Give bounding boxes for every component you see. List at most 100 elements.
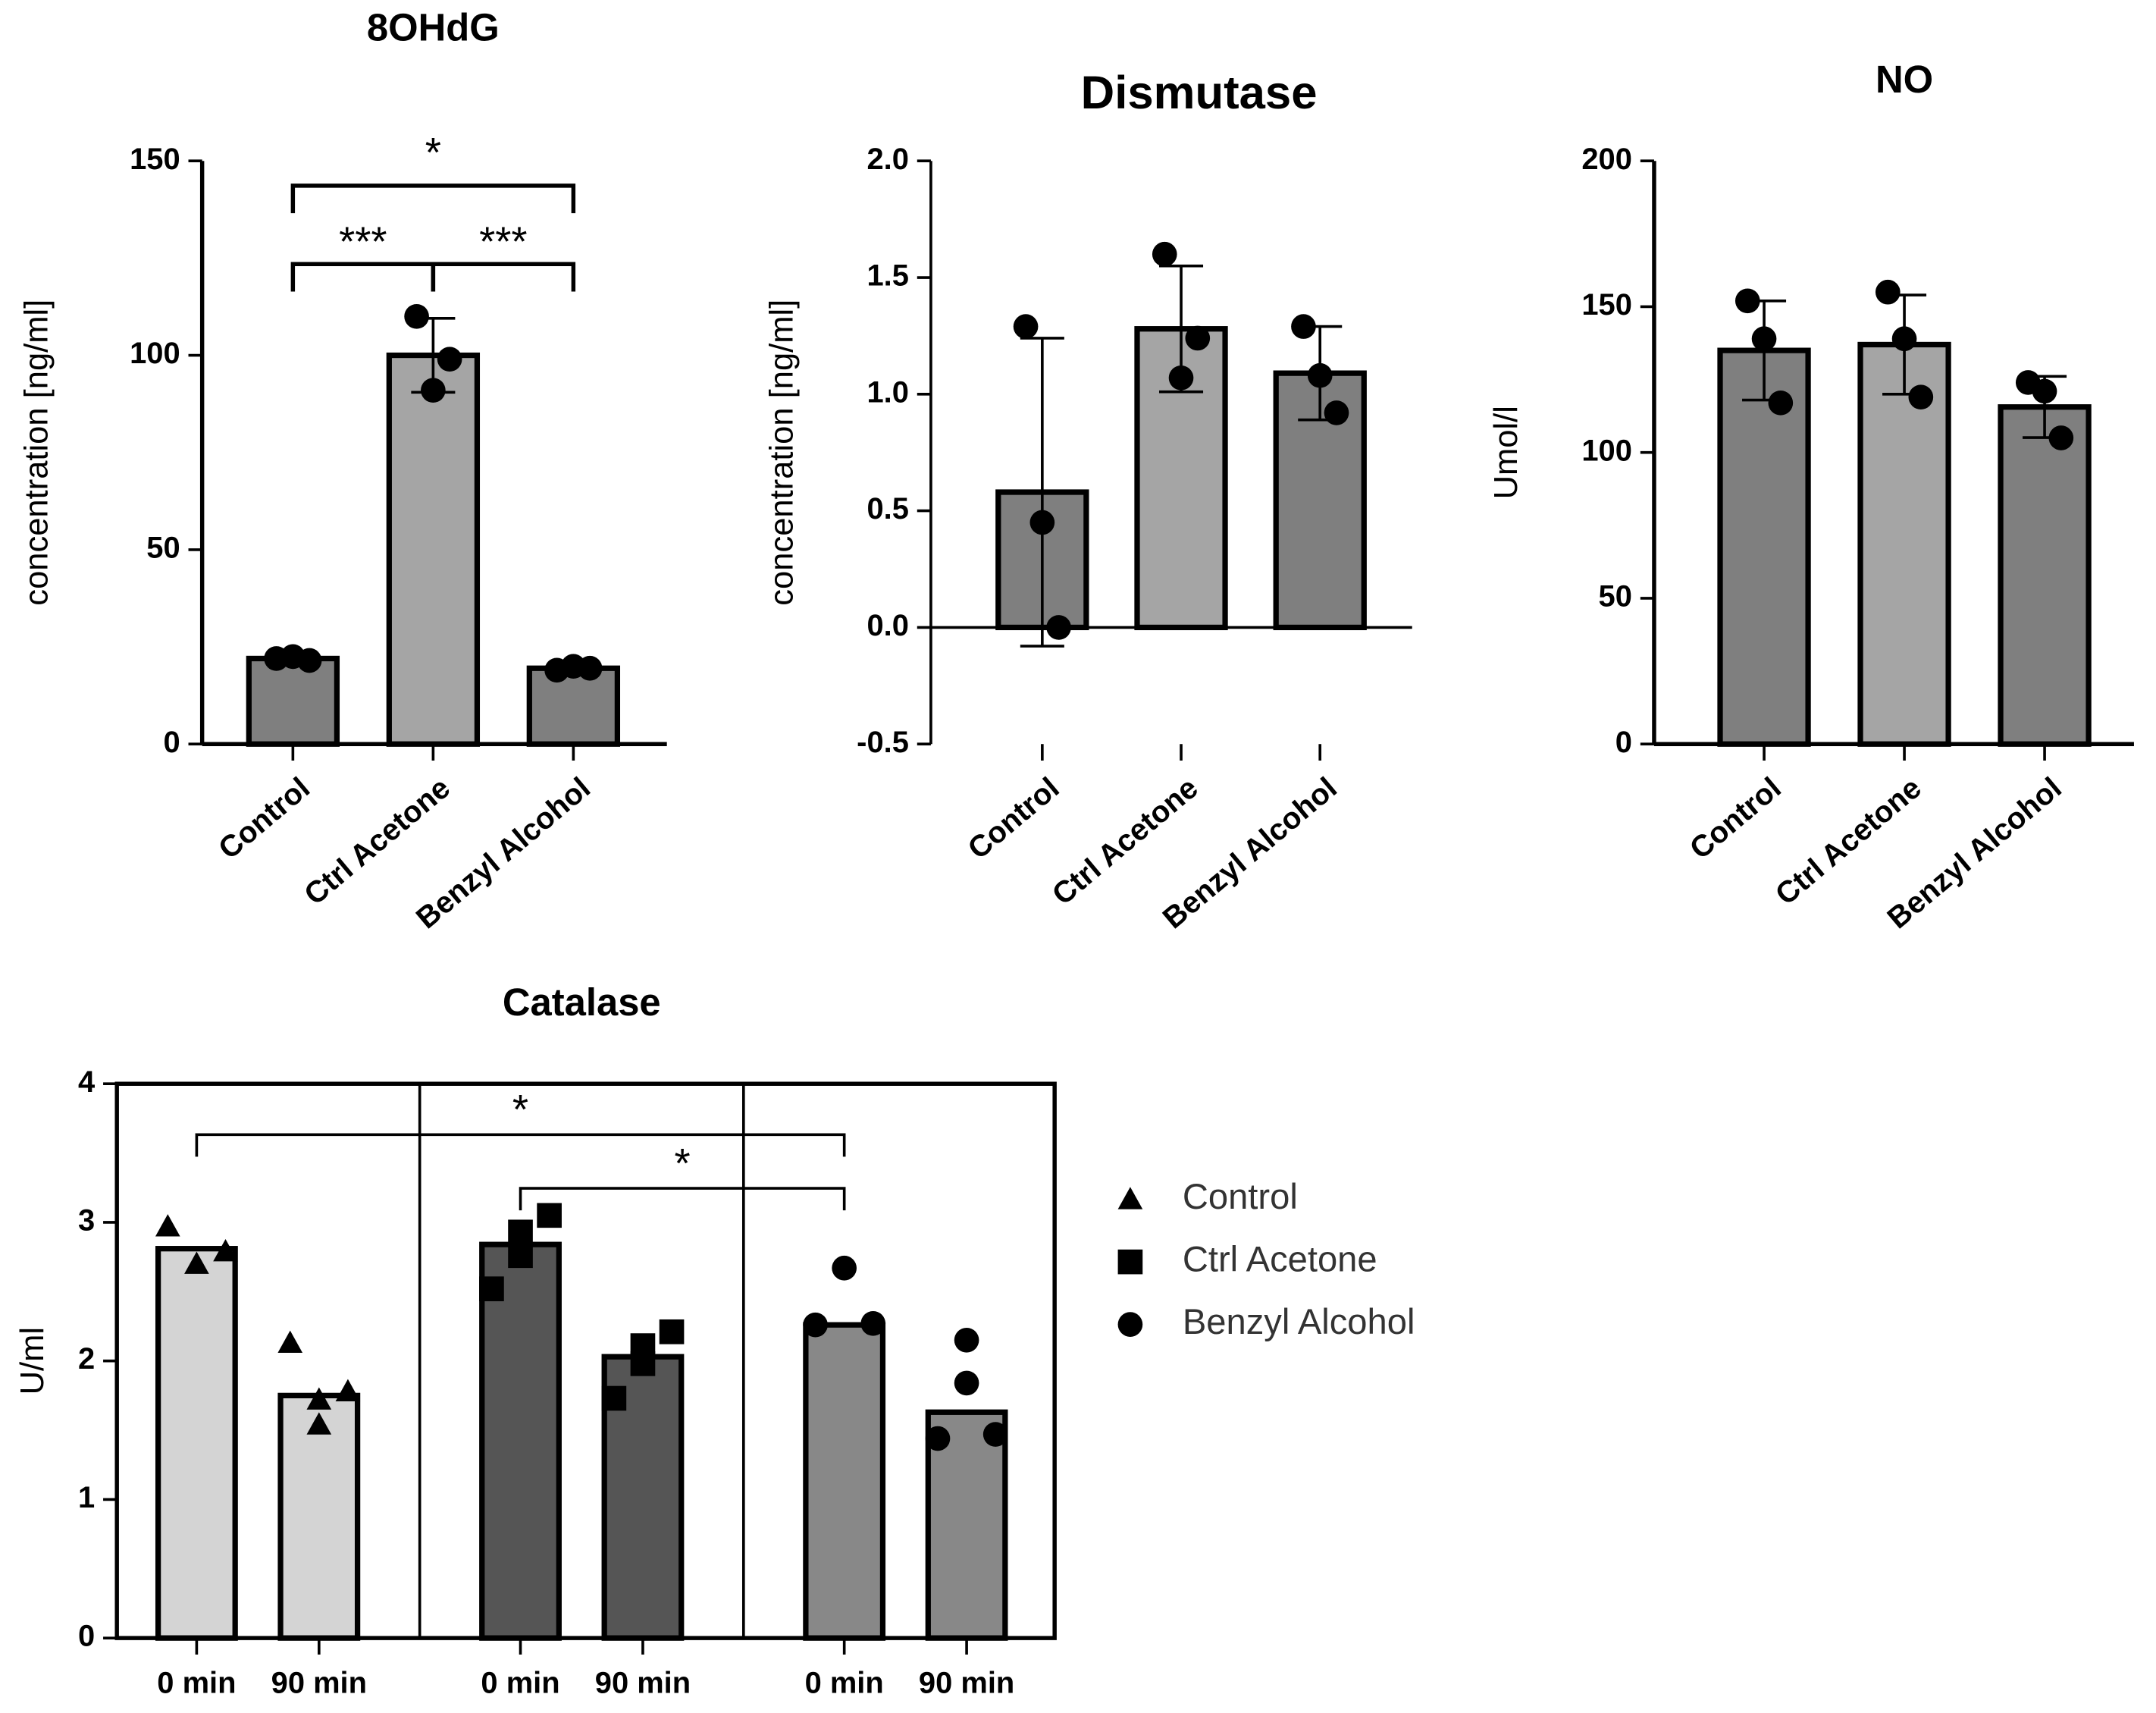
point-marker: [277, 1330, 303, 1353]
point-marker: [404, 303, 429, 329]
y-tick-label: 100: [130, 337, 180, 370]
point-marker: [601, 1385, 627, 1411]
y-tick-label: 3: [78, 1203, 95, 1237]
point-marker: [1291, 314, 1316, 339]
legend-marker: [1117, 1312, 1143, 1337]
chart-title: Dismutase: [1081, 67, 1318, 119]
point-marker: [479, 1276, 504, 1301]
bar: [277, 1392, 361, 1641]
y-tick-label: 0: [78, 1620, 95, 1653]
bar: [246, 655, 340, 747]
point-marker: [659, 1319, 685, 1344]
point-marker: [982, 1422, 1008, 1447]
bar: [803, 1322, 886, 1641]
bar: [526, 665, 621, 747]
point-marker: [1168, 365, 1194, 391]
legend-label: Ctrl Acetone: [1183, 1239, 1377, 1279]
legend-label: Control: [1183, 1176, 1298, 1216]
y-tick-label: 200: [1581, 143, 1632, 176]
point-marker: [537, 1203, 562, 1228]
x-tick-label: 0 min: [481, 1666, 559, 1699]
bar: [1998, 404, 2092, 747]
point-marker: [1013, 314, 1039, 339]
x-tick-label: 0 min: [805, 1666, 884, 1699]
x-tick-label: 0 min: [157, 1666, 236, 1699]
y-tick-label: 0.5: [866, 492, 908, 526]
y-axis-label: U/ml: [14, 1327, 51, 1395]
significance-label: *: [512, 1087, 528, 1133]
point-marker: [630, 1351, 656, 1376]
point-marker: [306, 1387, 332, 1410]
y-tick-label: 150: [1581, 288, 1632, 322]
significance-label: *: [675, 1140, 691, 1186]
x-tick-label: Control: [962, 771, 1066, 866]
plot-frame: [114, 1081, 1057, 1640]
significance-label: ***: [479, 218, 528, 265]
point-marker: [335, 1379, 361, 1401]
bar: [386, 352, 481, 747]
significance-bracket: [290, 184, 576, 214]
y-tick-label: 1.5: [866, 259, 908, 293]
point-marker: [954, 1327, 979, 1353]
point-marker: [1185, 325, 1211, 351]
bar: [1857, 341, 1951, 747]
point-marker: [832, 1255, 857, 1281]
significance-label: *: [425, 129, 441, 175]
point-marker: [296, 648, 322, 673]
legend-marker: [1117, 1187, 1143, 1209]
bar: [479, 1241, 562, 1641]
point-marker: [1152, 241, 1177, 267]
bar: [1717, 347, 1811, 747]
point-marker: [1768, 391, 1794, 416]
x-tick-label: 90 min: [595, 1666, 691, 1699]
point-marker: [1751, 326, 1777, 352]
y-tick-label: 0: [163, 726, 180, 759]
y-axis-label: concentration [ng/ml]: [18, 300, 55, 606]
y-tick-label: 0.0: [866, 609, 908, 642]
point-marker: [508, 1243, 533, 1269]
chart-title: 8OHdG: [367, 5, 500, 49]
point-marker: [1735, 288, 1760, 314]
chart-title: NO: [1876, 58, 1933, 101]
y-axis-label: Umol/l: [1488, 406, 1525, 499]
y-tick-label: 0: [1615, 726, 1632, 759]
y-tick-label: 150: [130, 143, 180, 176]
significance-bracket: [431, 262, 576, 292]
chart-title: Catalase: [503, 980, 661, 1024]
point-marker: [213, 1239, 238, 1262]
point-marker: [437, 347, 462, 372]
point-marker: [1029, 510, 1055, 535]
point-marker: [954, 1370, 979, 1396]
point-marker: [1307, 362, 1333, 388]
y-tick-label: 1: [78, 1481, 95, 1514]
point-marker: [860, 1311, 886, 1336]
y-tick-label: 4: [78, 1065, 95, 1099]
y-tick-label: 50: [1599, 580, 1632, 613]
y-axis-label: concentration [ng/ml]: [763, 300, 800, 606]
point-marker: [1908, 384, 1934, 409]
significance-bracket: [519, 1187, 846, 1211]
point-marker: [184, 1251, 209, 1274]
point-marker: [803, 1312, 828, 1338]
x-tick-label: Control: [212, 771, 316, 866]
bar: [155, 1246, 238, 1641]
y-tick-label: 50: [146, 531, 180, 564]
point-marker: [2048, 425, 2074, 450]
legend-marker: [1117, 1249, 1143, 1275]
y-tick-label: 2: [78, 1342, 95, 1376]
point-marker: [577, 655, 603, 681]
point-marker: [508, 1219, 533, 1245]
x-tick-label: 90 min: [919, 1666, 1014, 1699]
y-tick-label: -0.5: [857, 726, 909, 759]
point-marker: [2032, 378, 2057, 404]
legend-label: Benzyl Alcohol: [1183, 1301, 1415, 1341]
x-tick-label: Control: [1684, 771, 1788, 866]
significance-bracket: [290, 262, 436, 292]
y-tick-label: 100: [1581, 434, 1632, 467]
y-tick-label: 1.0: [866, 375, 908, 409]
point-marker: [306, 1412, 332, 1435]
point-marker: [421, 378, 446, 403]
point-marker: [1875, 279, 1901, 305]
significance-bracket: [195, 1133, 846, 1157]
